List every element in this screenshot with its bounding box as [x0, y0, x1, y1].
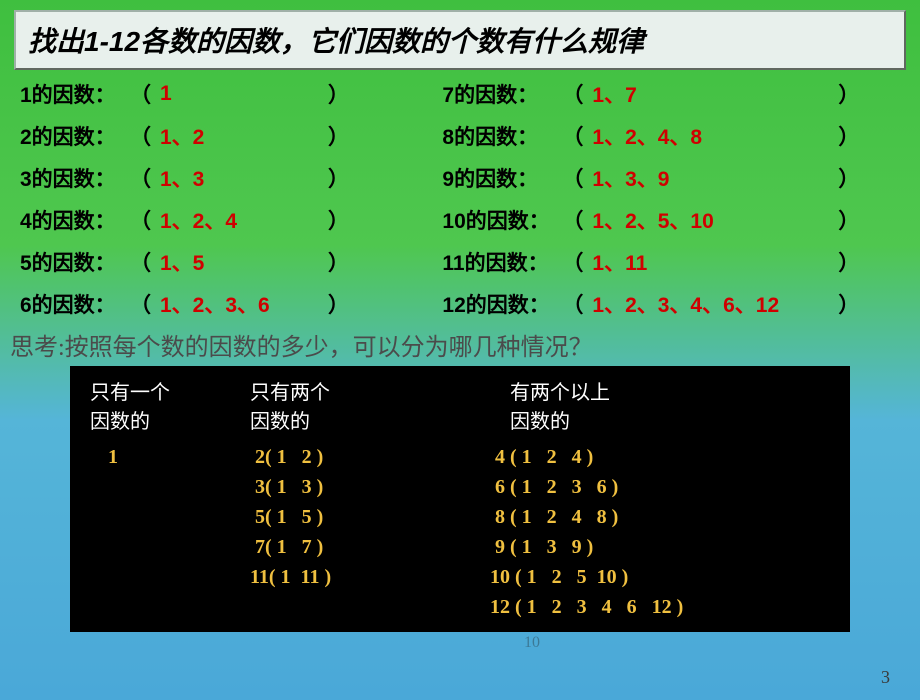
paren: ） — [838, 247, 856, 277]
classification-table: 只有一个 因数的 只有两个 因数的 有两个以上 因数的 1 2( 1 2 ) 3… — [70, 366, 850, 632]
factor-answer: 1、3 — [156, 163, 328, 193]
factor-answer: 1、5 — [156, 247, 328, 277]
col2-line: 7( 1 7 ) — [250, 532, 450, 562]
factor-answer: 1 — [156, 82, 328, 106]
paren: （ — [562, 247, 588, 277]
factor-answer: 1、2、4 — [156, 205, 328, 235]
factor-label: 3的因数： — [20, 163, 130, 193]
factor-label: 4的因数： — [20, 205, 130, 235]
factor-label: 12的因数： — [442, 289, 562, 319]
col3-line: 8 ( 1 2 4 8 ) — [490, 502, 830, 532]
col3-line: 10 ( 1 2 5 10 ) — [490, 562, 830, 592]
col2-line: 11( 1 11 ) — [250, 562, 450, 592]
factor-label: 5的因数： — [20, 247, 130, 277]
paren: ） — [328, 121, 346, 151]
paren: （ — [562, 121, 588, 151]
factor-answer: 1、2、3、6 — [156, 289, 328, 319]
table-body: 1 2( 1 2 ) 3( 1 3 ) 5( 1 5 ) 7( 1 7 ) 11… — [90, 442, 830, 622]
factor-label: 1的因数： — [20, 79, 130, 109]
factor-label: 11的因数： — [442, 247, 562, 277]
factor-answer: 1、7 — [588, 79, 838, 109]
paren: （ — [562, 163, 588, 193]
factor-row: 6的因数： （ 1、2、3、6 ） 12的因数： （ 1、2、3、4、6、12 … — [20, 283, 900, 325]
factor-label: 9的因数： — [442, 163, 562, 193]
slide-number: 3 — [881, 667, 890, 688]
paren: ） — [328, 247, 346, 277]
col3-line: 12 ( 1 2 3 4 6 12 ) — [490, 592, 830, 622]
paren: ） — [328, 79, 346, 109]
paren: （ — [130, 163, 156, 193]
paren: ） — [838, 205, 856, 235]
factor-grid: 1的因数： （ 1 ） 7的因数： （ 1、7 ） 2的因数： （ 1、2 ） … — [20, 73, 900, 325]
paren: ） — [838, 121, 856, 151]
head-c2b: 因数的 — [250, 405, 450, 434]
factor-answer: 1、2、4、8 — [588, 121, 838, 151]
paren: （ — [130, 79, 156, 109]
factor-row: 1的因数： （ 1 ） 7的因数： （ 1、7 ） — [20, 73, 900, 115]
factor-label: 8的因数： — [442, 121, 562, 151]
factor-answer: 1、3、9 — [588, 163, 838, 193]
paren: ） — [838, 289, 856, 319]
col1-line: 1 — [108, 442, 250, 472]
factor-label: 6的因数： — [20, 289, 130, 319]
head-c3a: 有两个以上 — [510, 376, 830, 405]
col3-line: 9 ( 1 3 9 ) — [490, 532, 830, 562]
col2-line: 3( 1 3 ) — [250, 472, 450, 502]
col2-line: 2( 1 2 ) — [250, 442, 450, 472]
head-c1a: 只有一个 — [90, 376, 250, 405]
paren: ） — [838, 163, 856, 193]
factor-label: 7的因数： — [442, 79, 562, 109]
factor-answer: 1、2、5、10 — [588, 205, 838, 235]
paren: ） — [838, 79, 856, 109]
col2-line: 5( 1 5 ) — [250, 502, 450, 532]
head-c3b: 因数的 — [510, 405, 830, 434]
paren: （ — [130, 289, 156, 319]
paren: ） — [328, 205, 346, 235]
paren: （ — [130, 205, 156, 235]
col3-line: 6 ( 1 2 3 6 ) — [490, 472, 830, 502]
head-c1b: 因数的 — [90, 405, 250, 434]
factor-answer: 1、11 — [588, 247, 838, 277]
page-title: 找出1-12各数的因数，它们因数的个数有什么规律 — [14, 10, 906, 70]
paren: （ — [130, 247, 156, 277]
head-c2a: 只有两个 — [250, 376, 450, 405]
factor-answer: 1、2、3、4、6、12 — [588, 289, 838, 319]
factor-label: 10的因数： — [442, 205, 562, 235]
paren: ） — [328, 163, 346, 193]
table-head: 只有一个 因数的 只有两个 因数的 有两个以上 因数的 — [90, 376, 830, 434]
thinking-prompt: 思考:按照每个数的因数的多少，可以分为哪几种情况？ — [10, 327, 910, 362]
factor-row: 3的因数： （ 1、3 ） 9的因数： （ 1、3、9 ） — [20, 157, 900, 199]
paren: （ — [562, 205, 588, 235]
factor-row: 2的因数： （ 1、2 ） 8的因数： （ 1、2、4、8 ） — [20, 115, 900, 157]
paren: ） — [328, 289, 346, 319]
factor-label: 2的因数： — [20, 121, 130, 151]
factor-row: 4的因数： （ 1、2、4 ） 10的因数： （ 1、2、5、10 ） — [20, 199, 900, 241]
watermark: 10 — [524, 634, 540, 652]
paren: （ — [562, 289, 588, 319]
paren: （ — [130, 121, 156, 151]
factor-answer: 1、2 — [156, 121, 328, 151]
paren: （ — [562, 79, 588, 109]
col3-line: 4 ( 1 2 4 ) — [490, 442, 830, 472]
factor-row: 5的因数： （ 1、5 ） 11的因数： （ 1、11 ） — [20, 241, 900, 283]
